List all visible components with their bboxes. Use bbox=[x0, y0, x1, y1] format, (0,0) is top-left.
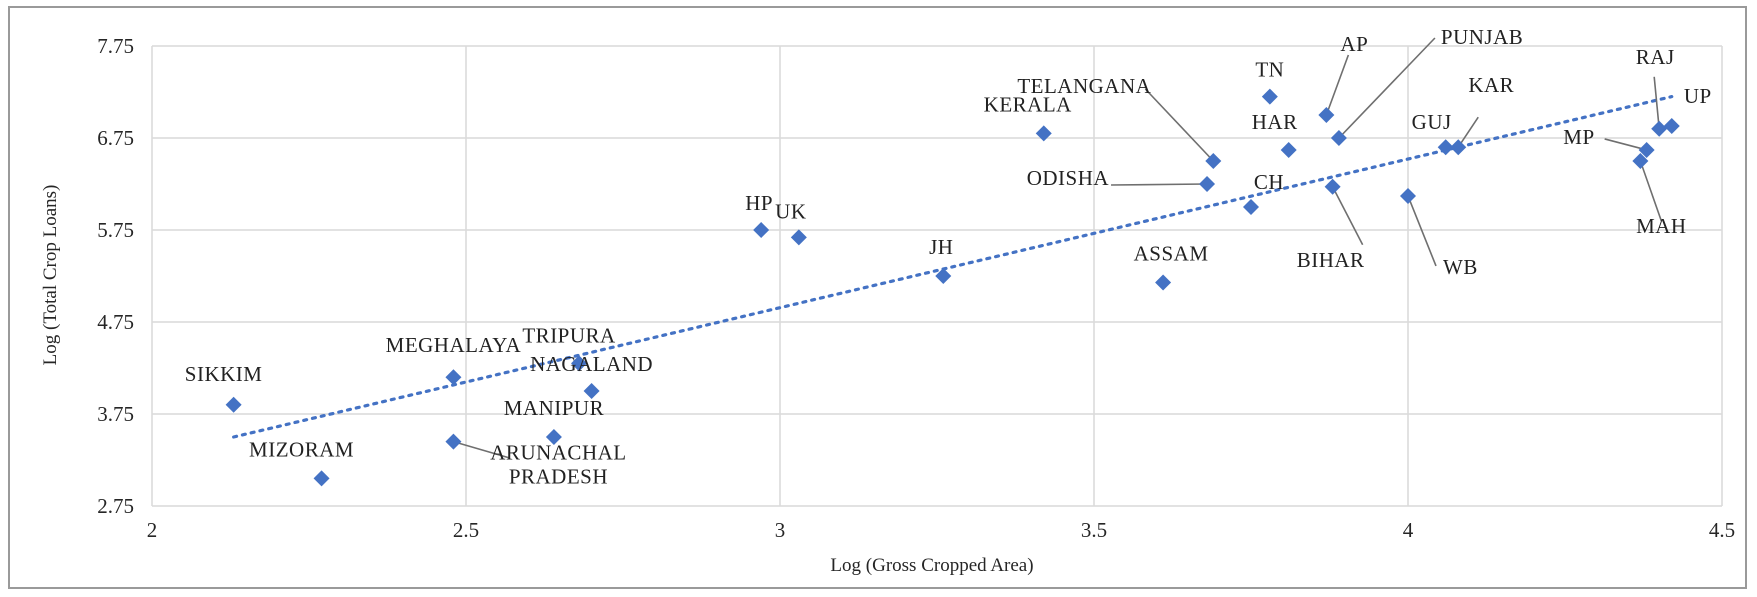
gridlines bbox=[151, 45, 1723, 507]
point-marker bbox=[1638, 141, 1655, 158]
leader-line bbox=[1338, 37, 1436, 139]
point-label: KAR bbox=[1468, 73, 1514, 97]
point-marker bbox=[225, 396, 242, 413]
y-tick-label: 6.75 bbox=[97, 126, 134, 150]
point-label: TRIPURA bbox=[522, 323, 616, 347]
point-marker bbox=[571, 355, 588, 372]
point-labels: SIKKIM MIZORAM MEGHALAYA ARUNACHAL PRADESH TR… bbox=[185, 25, 1712, 489]
point-marker bbox=[1324, 178, 1341, 195]
point-marker bbox=[1035, 125, 1052, 142]
point-label: UP bbox=[1684, 84, 1712, 108]
leader-line bbox=[1325, 54, 1350, 116]
trendline-group bbox=[232, 94, 1674, 439]
point-marker bbox=[1330, 130, 1347, 146]
point-label: WB bbox=[1443, 255, 1478, 279]
point-marker bbox=[1261, 88, 1278, 105]
y-axis-title: Log (Total Crop Loans) bbox=[40, 185, 61, 366]
point-marker bbox=[1632, 153, 1649, 169]
point-label: NAGALAND bbox=[530, 352, 653, 376]
point-label: MANIPUR bbox=[504, 396, 604, 420]
leader-line bbox=[1604, 138, 1647, 151]
point-label: JH bbox=[929, 235, 953, 259]
point-label: ARUNACHAL PRADESH bbox=[490, 441, 626, 489]
point-marker bbox=[1199, 176, 1216, 192]
x-tick-label: 4 bbox=[1403, 518, 1414, 542]
point-label: ODISHA bbox=[1027, 166, 1110, 190]
point-label: UK bbox=[775, 199, 806, 223]
point-label: SIKKIM bbox=[185, 362, 263, 386]
point-marker bbox=[1663, 118, 1680, 135]
leader-line bbox=[1639, 160, 1663, 222]
point-marker bbox=[1651, 120, 1668, 137]
x-axis-title: Log (Gross Cropped Area) bbox=[830, 555, 1033, 576]
point-marker bbox=[1280, 141, 1297, 158]
point-label: MAH bbox=[1636, 214, 1687, 238]
point-marker bbox=[790, 229, 807, 246]
x-tick-label: 2 bbox=[147, 518, 158, 542]
y-tick-label: 3.75 bbox=[97, 402, 134, 426]
point-marker bbox=[753, 222, 770, 238]
x-tick-label: 2.5 bbox=[453, 518, 479, 542]
point-label: HP bbox=[745, 191, 773, 215]
leader-line bbox=[1111, 183, 1208, 186]
x-tick-label: 4.5 bbox=[1709, 518, 1735, 542]
x-tick-label: 3.5 bbox=[1081, 518, 1107, 542]
point-label: CH bbox=[1254, 170, 1284, 194]
point-label: MEGHALAYA bbox=[386, 333, 522, 357]
point-label: MIZORAM bbox=[249, 437, 354, 461]
leader-line bbox=[1331, 186, 1364, 246]
y-tick-label: 4.75 bbox=[97, 310, 134, 334]
leader-line bbox=[1407, 195, 1437, 267]
point-marker bbox=[1318, 107, 1335, 123]
point-marker bbox=[545, 429, 562, 445]
chart-frame bbox=[8, 6, 1747, 589]
point-label: PUNJAB bbox=[1441, 25, 1523, 49]
point-marker bbox=[1437, 139, 1454, 156]
point-label: AP bbox=[1340, 32, 1368, 56]
leader-line bbox=[1653, 76, 1660, 129]
point-label: GUJ bbox=[1412, 110, 1452, 134]
leader-line bbox=[453, 440, 509, 459]
point-marker bbox=[1205, 153, 1222, 169]
point-marker bbox=[445, 369, 462, 386]
point-marker bbox=[1155, 274, 1172, 291]
point-marker bbox=[1243, 199, 1259, 215]
y-tick-label: 5.75 bbox=[97, 218, 134, 242]
x-tick-label: 3 bbox=[775, 518, 786, 542]
y-tick-label: 7.75 bbox=[97, 34, 134, 58]
tick-labels: 2 2.5 3 3.5 4 4.5 2.75 3.75 4.75 5.75 6.75 7.75 bbox=[97, 34, 1735, 542]
leader-line bbox=[1144, 88, 1214, 162]
point-label: KERALA bbox=[984, 92, 1072, 116]
point-label: RAJ bbox=[1636, 45, 1675, 69]
point-label: BIHAR bbox=[1297, 248, 1365, 272]
y-tick-label: 2.75 bbox=[97, 494, 134, 518]
point-label: MP bbox=[1563, 125, 1594, 149]
point-label: TELANGANA bbox=[1017, 74, 1151, 98]
point-label: HAR bbox=[1252, 110, 1298, 134]
point-marker bbox=[935, 268, 952, 284]
leader-line bbox=[1457, 116, 1479, 148]
point-marker bbox=[313, 470, 330, 487]
point-marker bbox=[1450, 139, 1467, 156]
point-marker bbox=[1400, 187, 1416, 204]
data-points bbox=[225, 88, 1680, 487]
trendline bbox=[232, 94, 1674, 439]
point-label: TN bbox=[1255, 58, 1284, 82]
point-marker bbox=[445, 433, 462, 450]
point-label: ASSAM bbox=[1134, 241, 1209, 265]
point-marker bbox=[583, 383, 600, 399]
leader-lines bbox=[453, 37, 1663, 459]
